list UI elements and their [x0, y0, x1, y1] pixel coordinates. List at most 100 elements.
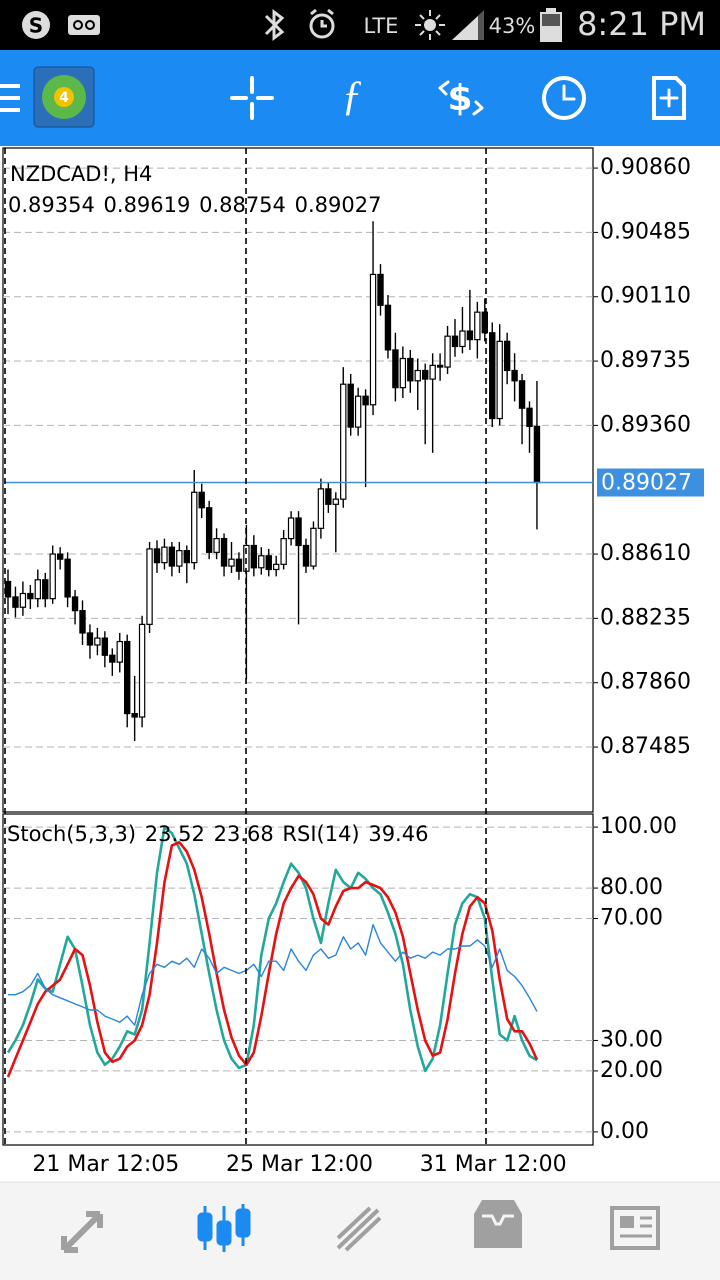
candle-body [64, 558, 71, 598]
series-line [8, 923, 538, 1026]
candle-body [49, 553, 56, 600]
indicator-pane-frame [2, 813, 594, 1146]
candle-body [205, 507, 213, 553]
candle-body [280, 538, 287, 565]
candle-body [273, 563, 280, 571]
y-tick-label: 30.00 [600, 1027, 663, 1052]
price-label: 0.89027 [601, 471, 692, 496]
stoch-main-value: 23.52 [145, 822, 205, 846]
x-tick-label: 25 Mar 12:00 [226, 1152, 373, 1177]
app-logo[interactable]: 4 [33, 66, 95, 128]
candle-body [250, 544, 258, 569]
clock: 8:21 PM [577, 5, 706, 43]
candle-body [71, 596, 79, 612]
news-tab[interactable] [610, 1206, 660, 1250]
y-tick-label: 0.90110 [600, 284, 691, 309]
x-tick-label: 31 Mar 12:00 [420, 1152, 567, 1177]
candle-body [347, 383, 354, 428]
toolbar [0, 50, 720, 146]
candle-body [474, 311, 481, 341]
candle-body [340, 383, 347, 500]
candle-body [325, 488, 332, 505]
candle-body [101, 637, 109, 656]
candle-body [310, 527, 317, 567]
rsi-name: RSI(14) [282, 822, 359, 846]
candle-body [94, 637, 101, 646]
network-type: LTE [364, 14, 399, 38]
candle-body [526, 407, 533, 428]
open-value: 0.89354 [8, 193, 95, 217]
stoch-signal-value: 23.68 [214, 822, 274, 846]
y-tick-label: 100.00 [600, 814, 677, 839]
y-tick-label: 0.00 [600, 1119, 649, 1144]
chart-tab[interactable] [197, 1204, 251, 1252]
y-tick-label: 0.90860 [600, 155, 691, 180]
candle-body [429, 364, 436, 380]
y-tick-label: 80.00 [600, 875, 663, 900]
candle-body [489, 332, 496, 420]
period-separators [4, 148, 487, 1145]
candle-body [198, 491, 205, 509]
candle-body [27, 592, 34, 600]
indicator-header: Stoch(5,3,3) 23.52 23.68 RSI(14) 39.46 [7, 822, 428, 846]
candle-body [481, 311, 489, 334]
candle-body [116, 640, 123, 663]
menu-button[interactable] [0, 84, 20, 112]
timeframe-button[interactable] [542, 76, 586, 120]
candle-body [451, 335, 459, 348]
high-value: 0.89619 [104, 193, 191, 217]
candle-body [422, 369, 429, 380]
candle-body [168, 546, 176, 567]
candle-body [354, 395, 362, 428]
crosshair-button[interactable] [230, 76, 274, 120]
candle-body [19, 592, 27, 608]
candle-body [34, 579, 42, 600]
trade-button[interactable]: $ [438, 78, 484, 119]
main-pane-frame [2, 147, 594, 813]
candle-body [235, 558, 243, 572]
candle-body [503, 340, 511, 372]
low-value: 0.88754 [199, 193, 286, 217]
candle-body [86, 632, 94, 646]
candle-body [213, 538, 220, 553]
svg-text:4: 4 [59, 90, 69, 106]
candle-body [12, 596, 19, 608]
candle-body [399, 357, 407, 389]
quotes-tab[interactable] [61, 1211, 103, 1253]
y-tick-label: 20.00 [600, 1058, 663, 1083]
candle-body [518, 380, 526, 409]
candle-body [392, 349, 399, 389]
plot-layer: 0.90860 0.90485 0.90110 0.89735 0.89360 0.886… [3, 155, 704, 1177]
candle-body [459, 330, 466, 348]
candle-body [287, 517, 295, 540]
candle-body [183, 550, 190, 564]
candle-body [377, 273, 384, 306]
candle-body [4, 580, 12, 598]
candle-body [176, 550, 183, 567]
candle-body [511, 369, 518, 382]
history-tab[interactable] [474, 1200, 522, 1248]
candle-body [302, 544, 310, 567]
candle-body [228, 558, 235, 567]
new-order-button[interactable] [652, 76, 686, 120]
candle-body [362, 395, 369, 406]
candle-body [146, 548, 153, 625]
candle-body [407, 357, 414, 382]
candle-body [220, 538, 228, 567]
y-tick-label: 0.88610 [600, 541, 691, 566]
candle-body [131, 712, 138, 718]
trade-tab[interactable] [336, 1206, 382, 1252]
candle-body [56, 553, 64, 560]
indicators-button[interactable]: ƒ [342, 74, 363, 120]
candle-body [384, 304, 392, 351]
series-line [6, 841, 539, 1078]
candle-body [496, 340, 503, 420]
price-label-bg [597, 468, 704, 497]
candle-body [265, 555, 272, 571]
candle-body [258, 555, 265, 569]
y-tick-label: 0.90485 [600, 219, 691, 244]
svg-text:$: $ [447, 78, 472, 119]
candle-body [153, 548, 161, 564]
